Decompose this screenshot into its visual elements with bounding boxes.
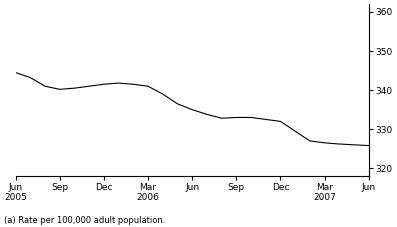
Text: (a) Rate per 100,000 adult population.: (a) Rate per 100,000 adult population.	[4, 216, 165, 225]
